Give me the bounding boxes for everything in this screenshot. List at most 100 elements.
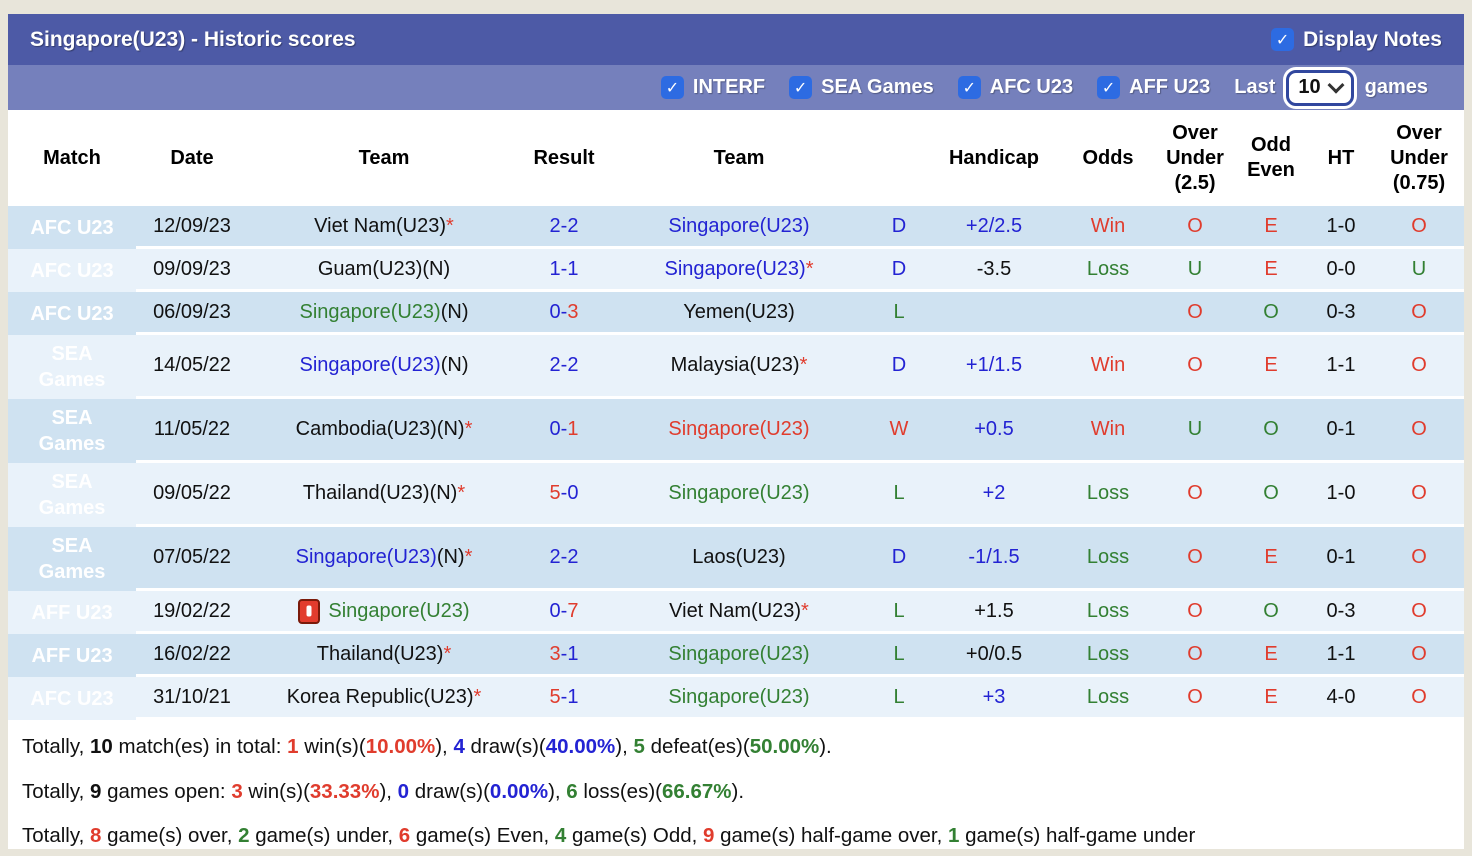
text-part: 1 — [567, 418, 579, 440]
games-count-select[interactable]: 10 — [1286, 69, 1354, 106]
filter-checkbox-aff-u23[interactable] — [1097, 76, 1121, 99]
match-cell: SEA Games — [8, 335, 136, 399]
ht-cell: 1-1 — [1308, 634, 1374, 677]
filter-item-aff-u23[interactable]: AFF U23 — [1097, 76, 1210, 99]
result-cell: 2-2 — [520, 335, 608, 399]
text-part: E — [1264, 685, 1278, 708]
text-part: Viet Nam(U23) — [669, 599, 802, 622]
odd-even-cell: O — [1234, 399, 1308, 463]
filter-checkbox-interf[interactable] — [660, 76, 684, 99]
filter-item-interf[interactable]: INTERF — [660, 76, 765, 99]
text-part: match(es) in total: — [112, 735, 288, 758]
ht-cell: 0-3 — [1308, 292, 1374, 335]
text-part: O — [1411, 642, 1427, 665]
column-header: Over Under (2.5) — [1166, 121, 1224, 194]
result-cell: 1-1 — [520, 249, 608, 292]
text-part: 3 — [231, 779, 243, 803]
text-part: O — [1411, 300, 1427, 323]
handicap-cell: +0.5 — [928, 399, 1060, 463]
text-part: 0- — [549, 418, 568, 440]
text-part: D — [891, 257, 907, 280]
table-row: SEA Games 14/05/22 Singapore(U23) (N) 2-2 Mal… — [8, 335, 1464, 399]
text-part: 1 — [287, 735, 299, 758]
match-cell: AFC U23 — [8, 292, 136, 335]
odds-cell — [1060, 292, 1156, 335]
title-bar: Singapore(U23) - Historic scores Display… — [8, 14, 1464, 65]
date-cell: 12/09/23 — [136, 206, 248, 249]
text-part: E — [1264, 642, 1278, 665]
column-header: Team — [358, 146, 410, 169]
filter-item-afc-u23[interactable]: AFC U23 — [957, 76, 1073, 99]
last-label: Last — [1234, 76, 1276, 98]
result-cell: 0- 7 — [520, 591, 608, 634]
text-part: +1/1.5 — [965, 354, 1023, 376]
display-notes-checkbox[interactable] — [1271, 28, 1295, 51]
text-part: Thailand(U23) — [316, 642, 444, 665]
table-row: SEA Games 07/05/22 Singapore(U23) (N) * 2-2 La… — [8, 527, 1464, 591]
filter-checkbox-sea-games[interactable] — [789, 76, 813, 99]
over-under-25-cell: O — [1156, 634, 1234, 677]
display-notes-toggle[interactable]: Display Notes — [1271, 28, 1442, 52]
text-part: 9 — [703, 824, 715, 848]
text-part: Loss — [1086, 685, 1130, 708]
odd-even-cell: E — [1234, 249, 1308, 292]
text-part: Korea Republic(U23) — [286, 685, 474, 708]
text-part: 9 — [89, 779, 102, 803]
text-part: 6 — [566, 779, 578, 803]
over-under-075-cell: O — [1374, 677, 1464, 720]
summary-line: Totally, 8 game(s) over, 2 game(s) under… — [22, 823, 1450, 849]
competition-filters: INTERF SEA Games AFC U23 AFF U23 — [660, 76, 1210, 99]
match-cell: AFF U23 — [8, 634, 136, 677]
text-part: * — [799, 354, 808, 376]
text-part: Win — [1090, 214, 1126, 237]
text-part: * — [801, 599, 809, 622]
text-part: O — [1411, 214, 1427, 237]
text-part: O — [1263, 599, 1279, 622]
over-under-25-cell: O — [1156, 335, 1234, 399]
date-cell: 06/09/23 — [136, 292, 248, 335]
column-header: HT — [1327, 146, 1355, 169]
table-row: AFC U23 06/09/23 Singapore(U23) (N) 0- 3 Yemen… — [8, 292, 1464, 335]
home-team-cell: Singapore(U23) (N) * — [248, 527, 520, 591]
display-notes-label: Display Notes — [1303, 27, 1442, 51]
odd-even-cell: O — [1234, 591, 1308, 634]
text-part: draw(s)( — [409, 779, 490, 803]
red-card-icon — [298, 598, 321, 624]
text-part: ). — [731, 779, 745, 803]
home-team-cell: Singapore(U23) — [248, 591, 520, 634]
filter-item-sea-games[interactable]: SEA Games — [789, 76, 934, 99]
wdl-cell: D — [870, 249, 928, 292]
text-part: O — [1411, 354, 1427, 376]
result-cell: 5 -1 — [520, 677, 608, 720]
odds-cell: Win — [1060, 335, 1156, 399]
text-part: 1 — [948, 824, 960, 848]
date-cell: 09/05/22 — [136, 463, 248, 527]
over-under-075-cell: O — [1374, 463, 1464, 527]
table-row: SEA Games 11/05/22 Cambodia(U23)(N) * 0- 1 Sin… — [8, 399, 1464, 463]
text-part: Loss — [1086, 642, 1130, 665]
table-row: AFC U23 12/09/23 Viet Nam(U23) * 2-2 Singapor… — [8, 206, 1464, 249]
text-part: Thailand(U23)(N) — [302, 482, 458, 504]
text-part: U — [1411, 257, 1427, 280]
text-part: E — [1264, 214, 1278, 237]
text-part: O — [1263, 300, 1279, 323]
result-cell: 2-2 — [520, 527, 608, 591]
text-part: Cambodia(U23)(N) — [295, 418, 465, 440]
over-under-25-cell: U — [1156, 399, 1234, 463]
text-part: Laos(U23) — [692, 546, 786, 568]
text-part: 7 — [567, 599, 579, 622]
text-part: L — [893, 599, 905, 622]
text-part: 4 — [554, 824, 567, 848]
text-part: O — [1187, 300, 1203, 323]
column-header: Odd Even — [1247, 134, 1295, 181]
match-cell: AFF U23 — [8, 591, 136, 634]
text-part: 10 — [89, 735, 113, 758]
match-cell: AFC U23 — [8, 206, 136, 249]
odds-cell: Loss — [1060, 463, 1156, 527]
date-cell: 11/05/22 — [136, 399, 248, 463]
over-under-075-cell: O — [1374, 335, 1464, 399]
games-label: games — [1364, 76, 1428, 98]
over-under-25-cell: O — [1156, 591, 1234, 634]
text-part: Singapore(U23) — [668, 642, 810, 665]
filter-checkbox-afc-u23[interactable] — [957, 76, 981, 99]
